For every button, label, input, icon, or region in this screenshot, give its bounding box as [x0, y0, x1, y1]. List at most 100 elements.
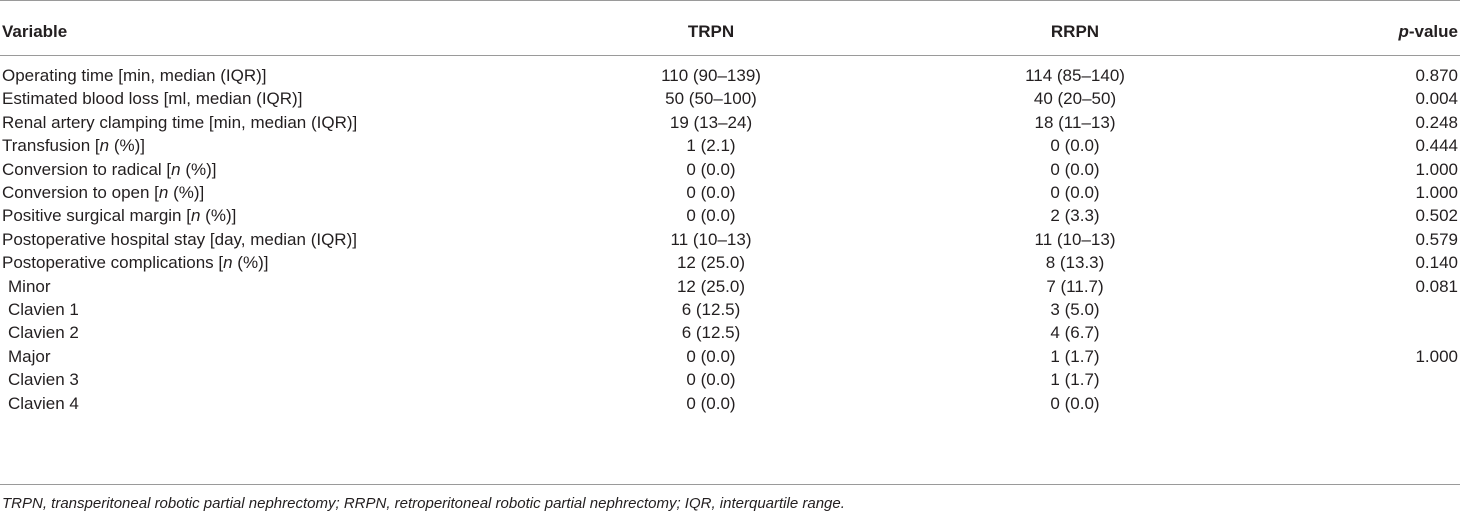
row-rrpn-value: 8 (13.3) [1045, 253, 1105, 273]
row-variable-label: Clavien 4 [8, 392, 79, 416]
header-p-value: p-value [1398, 20, 1458, 44]
row-trpn-value: 12 (25.0) [676, 276, 746, 296]
header-variable: Variable [2, 22, 68, 41]
row-variable-label: Postoperative complications [n (%)] [2, 251, 268, 275]
table-top-rule [0, 0, 1460, 1]
label-text-suffix: (%)] [180, 159, 217, 179]
row-rrpn-value: 40 (20–50) [1033, 89, 1117, 109]
row-variable-label: Clavien 2 [8, 321, 79, 345]
label-text-suffix: (%)] [168, 183, 205, 202]
table-row: Major 0 (0.0) 1 (1.7) 1.000 [0, 345, 1460, 369]
row-variable-label: Clavien 1 [8, 298, 79, 322]
row-rrpn-value: 18 (11–13) [1034, 112, 1116, 132]
label-text-suffix: (%)] [200, 206, 237, 226]
table-row: Postoperative hospital stay [day, median… [0, 228, 1460, 252]
row-variable-label: Postoperative hospital stay [day, median… [2, 228, 357, 252]
row-rrpn-value: 11 (10–13) [1034, 229, 1116, 249]
table-bottom-rule [0, 484, 1460, 485]
row-rrpn-value: 3 (5.0) [1050, 300, 1100, 319]
label-n-italic: n [171, 159, 181, 179]
row-trpn-value: 0 (0.0) [686, 159, 736, 179]
table-row: Minor 12 (25.0) 7 (11.7) 0.081 [0, 275, 1460, 299]
row-p-value: 0.140 [1415, 253, 1458, 273]
row-variable-label: Conversion to open [n (%)] [2, 181, 204, 205]
table-header-row: Variable TRPN RRPN p-value [0, 20, 1460, 44]
table-row: Clavien 3 0 (0.0) 1 (1.7) [0, 368, 1460, 392]
label-text: Renal artery clamping time [min, median … [2, 112, 358, 132]
label-text: Minor [8, 276, 51, 296]
label-n-italic: n [223, 253, 233, 273]
row-trpn-value: 1 (2.1) [686, 136, 736, 156]
row-variable-label: Transfusion [n (%)] [2, 134, 145, 158]
label-text: Clavien 3 [8, 370, 79, 390]
row-rrpn-value: 0 (0.0) [1050, 393, 1100, 413]
label-text: Operating time [min, median (IQR)] [2, 66, 267, 85]
label-n-italic: n [99, 136, 110, 156]
table-row: Conversion to radical [n (%)] 0 (0.0) 0 (0… [0, 158, 1460, 182]
row-rrpn-value: 0 (0.0) [1050, 159, 1100, 179]
table-footnote: TRPN, transperitoneal robotic partial ne… [2, 495, 845, 512]
table-row: Clavien 1 6 (12.5) 3 (5.0) [0, 298, 1460, 322]
label-text: Postoperative complications [ [2, 253, 224, 273]
row-p-value: 1.000 [1415, 159, 1458, 179]
table-row: Transfusion [n (%)] 1 (2.1) 0 (0.0) 0.444 [0, 134, 1460, 158]
table-row: Estimated blood loss [ml, median (IQR)] 5… [0, 87, 1460, 111]
table-header-rule [0, 55, 1460, 56]
label-text: Estimated blood loss [ml, median (IQR)] [2, 89, 303, 109]
table-row: Operating time [min, median (IQR)] 110 (9… [0, 64, 1460, 88]
row-trpn-value: 6 (12.5) [681, 323, 741, 343]
table-row: Clavien 4 0 (0.0) 0 (0.0) [0, 392, 1460, 416]
row-p-value: 0.579 [1415, 229, 1458, 249]
row-rrpn-value: 4 (6.7) [1050, 323, 1100, 343]
row-rrpn-value: 0 (0.0) [1050, 136, 1100, 156]
table-row: Positive surgical margin [n (%)] 0 (0.0) 2… [0, 204, 1460, 228]
row-p-value: 0.081 [1415, 276, 1458, 296]
row-trpn-value: 11 (10–13) [670, 229, 752, 249]
row-variable-label: Operating time [min, median (IQR)] [2, 64, 267, 88]
label-text: Clavien 1 [8, 300, 79, 319]
header-p-italic: p [1398, 22, 1409, 41]
row-rrpn-value: 1 (1.7) [1050, 346, 1100, 366]
row-trpn-value: 12 (25.0) [676, 253, 746, 273]
row-p-value: 1.000 [1415, 183, 1458, 202]
label-text: Positive surgical margin [ [2, 206, 191, 226]
row-rrpn-value: 1 (1.7) [1050, 370, 1100, 390]
row-variable-label: Positive surgical margin [n (%)] [2, 204, 236, 228]
row-trpn-value: 50 (50–100) [665, 89, 757, 109]
row-rrpn-value: 2 (3.3) [1050, 206, 1100, 226]
label-text: Clavien 2 [8, 323, 79, 343]
table-row: Postoperative complications [n (%)] 12 (2… [0, 251, 1460, 275]
row-rrpn-value: 0 (0.0) [1050, 183, 1100, 202]
row-p-value: 1.000 [1415, 346, 1458, 366]
table-row: Renal artery clamping time [min, median … [0, 111, 1460, 135]
row-p-value: 0.004 [1415, 89, 1458, 109]
row-p-value: 0.502 [1415, 206, 1458, 226]
row-p-value: 0.248 [1415, 112, 1458, 132]
row-variable-label: Clavien 3 [8, 368, 79, 392]
label-text: Clavien 4 [8, 393, 79, 413]
row-variable-label: Estimated blood loss [ml, median (IQR)] [2, 87, 302, 111]
row-trpn-value: 110 (90–139) [661, 66, 761, 85]
row-trpn-value: 0 (0.0) [686, 370, 736, 390]
label-text: Conversion to open [ [2, 183, 159, 202]
row-trpn-value: 0 (0.0) [686, 206, 736, 226]
row-variable-label: Renal artery clamping time [min, median … [2, 111, 357, 135]
label-text: Transfusion [ [2, 136, 100, 156]
row-trpn-value: 0 (0.0) [686, 346, 736, 366]
row-trpn-value: 0 (0.0) [686, 393, 736, 413]
row-variable-label: Conversion to radical [n (%)] [2, 158, 217, 182]
label-n-italic: n [190, 206, 201, 226]
header-trpn: TRPN [687, 22, 735, 41]
row-rrpn-value: 114 (85–140) [1025, 66, 1125, 85]
table-row: Clavien 2 6 (12.5) 4 (6.7) [0, 321, 1460, 345]
label-text: Conversion to radical [ [2, 159, 172, 179]
header-p-suffix: -value [1408, 22, 1458, 41]
row-p-value: 0.870 [1415, 66, 1458, 85]
label-n-italic: n [158, 183, 169, 202]
row-variable-label: Minor [8, 275, 51, 299]
label-text: Postoperative hospital stay [day, median… [2, 229, 357, 249]
row-variable-label: Major [8, 345, 51, 369]
row-trpn-value: 0 (0.0) [686, 183, 736, 202]
label-text-suffix: (%)] [232, 253, 269, 273]
